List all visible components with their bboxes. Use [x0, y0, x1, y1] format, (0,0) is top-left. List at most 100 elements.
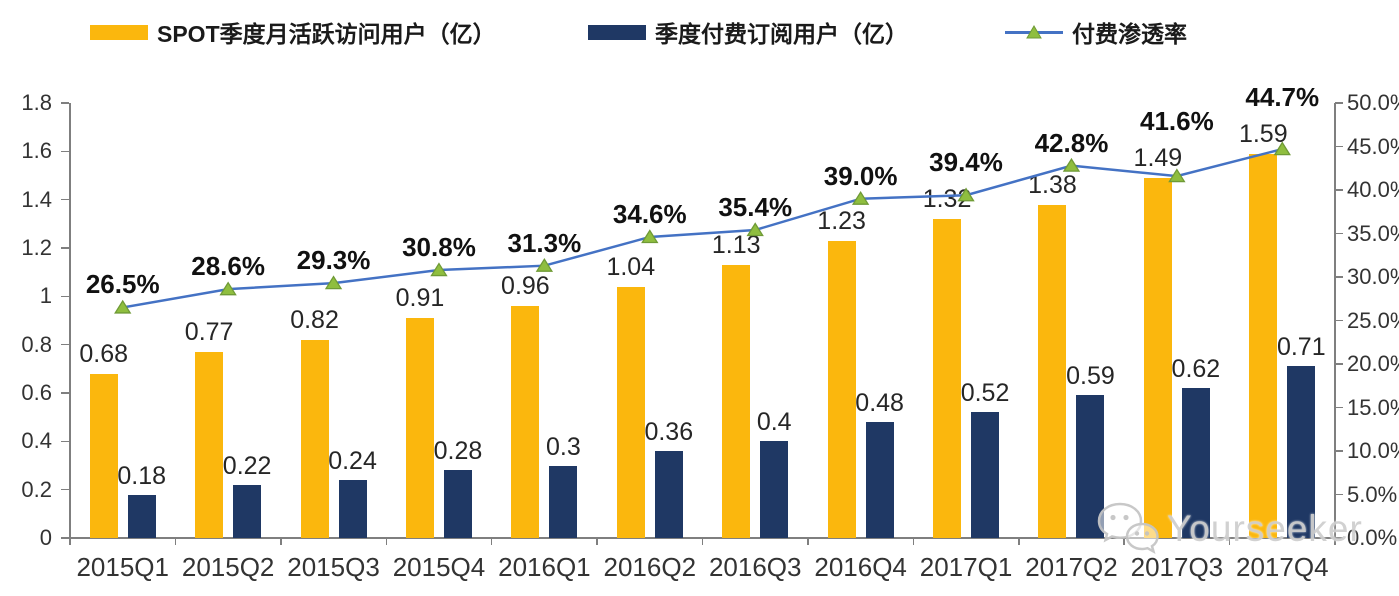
mau-bar — [511, 306, 540, 538]
mau-bar — [616, 286, 645, 538]
watermark-text: Yourseeker — [1167, 508, 1363, 549]
penetration-value-label: 26.5% — [85, 269, 160, 300]
penetration-value-label: 29.3% — [296, 245, 371, 276]
subscriber-bar-value-label: 0.52 — [960, 379, 1010, 408]
mau-bar-value-label: 0.96 — [501, 272, 550, 300]
right-axis-tick — [1335, 276, 1343, 278]
x-axis-label: 2015Q1 — [76, 552, 169, 582]
right-axis-tick-label: 25.0% — [1347, 307, 1399, 333]
mau-bar — [1143, 177, 1172, 538]
mau-bar-value-label: 1.38 — [1028, 170, 1077, 199]
subscriber-bar — [1181, 388, 1210, 538]
subscriber-bar-value-label: 0.71 — [1276, 333, 1326, 362]
penetration-marker-icon — [535, 257, 554, 272]
x-axis-tick — [1018, 538, 1020, 545]
right-axis-tick-label: 35.0% — [1347, 220, 1399, 246]
mau-bar-value-label: 1.23 — [817, 206, 866, 235]
right-axis-tick — [1335, 319, 1343, 322]
mau-bar — [300, 339, 329, 538]
left-axis-tick — [61, 440, 69, 443]
left-axis-tick-label: 1.4 — [21, 186, 52, 212]
left-axis-tick-label: 0.8 — [21, 331, 52, 357]
x-axis-line — [69, 537, 1336, 539]
mau-bar-value-label: 0.82 — [290, 305, 339, 334]
legend-item-penetration: 付费渗透率 — [1005, 17, 1187, 47]
penetration-marker-icon — [1062, 157, 1081, 172]
x-axis-label: 2015Q2 — [181, 552, 275, 582]
subscriber-bar-value-label: 0.36 — [644, 418, 694, 446]
legend-label-mau: SPOT季度月活跃访问用户（亿） — [157, 21, 496, 47]
x-axis-tick — [1334, 538, 1336, 545]
x-axis-label: 2017Q1 — [919, 552, 1013, 582]
mau-bar-value-label: 1.04 — [606, 252, 656, 281]
x-axis-label: 2016Q2 — [603, 552, 697, 582]
right-axis-tick-label: 30.0% — [1347, 264, 1399, 289]
x-axis-label: 2016Q3 — [708, 552, 802, 582]
right-axis-tick-label: 20.0% — [1347, 351, 1399, 376]
left-axis-tick-label: 1.2 — [21, 235, 52, 260]
triangle-marker-icon — [1026, 24, 1042, 38]
subscriber-bar-value-label: 0.28 — [433, 437, 483, 466]
left-axis-tick — [61, 537, 69, 539]
right-axis-tick — [1335, 406, 1343, 409]
x-axis-tick — [490, 538, 493, 545]
penetration-marker-icon — [324, 275, 343, 290]
right-axis-tick — [1335, 232, 1343, 235]
right-axis-tick-label: 50.0% — [1347, 90, 1399, 115]
x-axis-tick — [1123, 538, 1125, 545]
x-axis-label: 2017Q2 — [1025, 552, 1118, 582]
right-axis-tick-label: 0.0% — [1347, 525, 1398, 550]
subscriber-bar — [1287, 366, 1316, 538]
subscriber-bar — [549, 465, 578, 538]
right-axis-tick-label: 5.0% — [1347, 481, 1398, 507]
legend-label-penetration: 付费渗透率 — [1072, 21, 1187, 47]
mau-legend-swatch-icon — [90, 24, 148, 40]
x-axis-tick — [596, 538, 598, 545]
penetration-value-label: 39.4% — [929, 147, 1003, 177]
right-axis-tick — [1335, 363, 1343, 365]
right-axis-tick-label: 10.0% — [1347, 438, 1399, 463]
penetration-value-label: 30.8% — [402, 232, 476, 263]
mau-bar — [195, 351, 224, 538]
x-axis-label: 2017Q4 — [1236, 552, 1329, 582]
subscribers-legend-swatch-icon — [588, 24, 646, 40]
left-axis-tick-label: 0.6 — [21, 380, 52, 405]
mau-bar — [933, 219, 962, 538]
legend-label-subscribers: 季度付费订阅用户（亿） — [655, 21, 908, 47]
subscriber-bar — [654, 451, 683, 538]
left-axis-tick-label: 0.4 — [21, 428, 52, 454]
x-axis-tick — [1228, 538, 1231, 545]
left-axis-tick-label: 1.6 — [21, 138, 52, 164]
mau-bar-value-label: 1.59 — [1238, 119, 1288, 148]
left-axis-tick — [61, 247, 69, 249]
right-axis-tick — [1335, 145, 1343, 148]
x-axis-label: 2015Q3 — [287, 552, 380, 582]
left-axis-tick-label: 1 — [39, 283, 52, 309]
x-axis-label: 2016Q1 — [498, 552, 591, 582]
penetration-marker-icon — [641, 229, 659, 244]
mau-bar — [1038, 204, 1067, 538]
left-axis-tick — [61, 392, 69, 394]
subscriber-bar — [971, 412, 1000, 538]
penetration-marker-icon — [114, 299, 132, 314]
subscriber-bar — [338, 480, 367, 538]
mau-bar — [1249, 153, 1278, 538]
left-axis-tick — [61, 488, 69, 491]
penetration-marker-icon — [219, 281, 237, 296]
x-axis-tick — [912, 538, 915, 545]
wechat-icon — [1097, 502, 1159, 555]
x-axis-tick — [385, 538, 387, 545]
penetration-value-label: 39.0% — [823, 160, 898, 191]
subscriber-bar-value-label: 0.62 — [1171, 355, 1221, 384]
mau-bar-value-label: 0.68 — [79, 339, 129, 368]
penetration-marker-icon — [851, 190, 870, 205]
x-axis-label: 2017Q3 — [1130, 552, 1224, 582]
right-axis-tick — [1335, 450, 1343, 452]
right-axis-tick — [1335, 189, 1343, 191]
subscriber-bar-value-label: 0.22 — [222, 451, 272, 480]
mau-bar — [722, 264, 751, 538]
mau-bar — [89, 373, 118, 538]
mau-bar-value-label: 1.32 — [922, 185, 972, 213]
penetration-value-label: 34.6% — [612, 198, 687, 229]
